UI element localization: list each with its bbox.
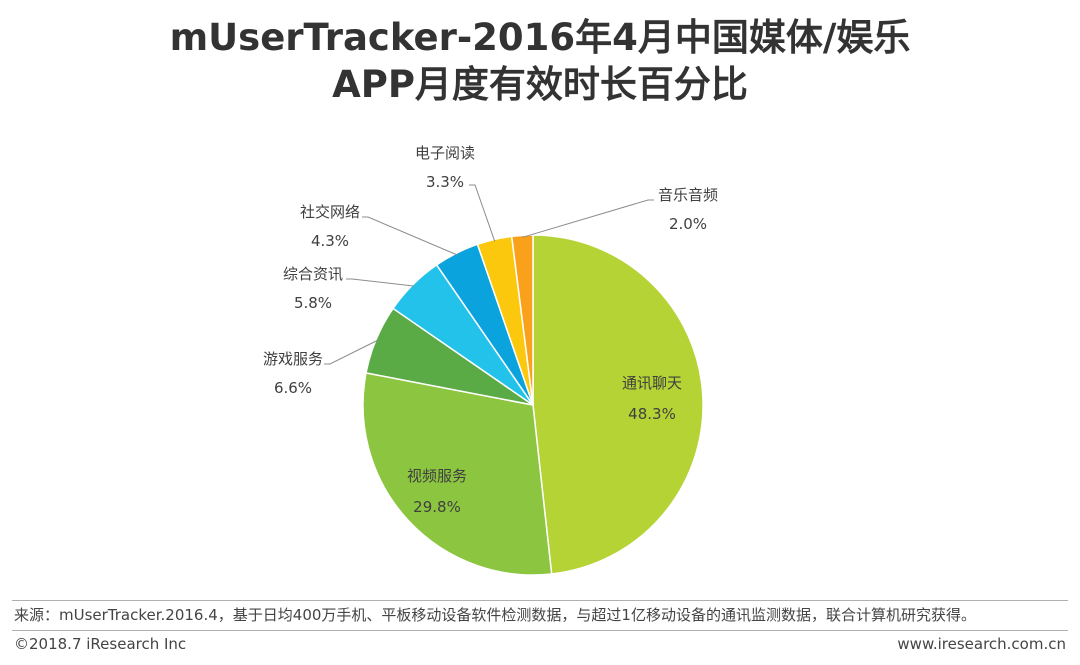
chart-title: mUserTracker-2016年4月中国媒体/娱乐 APP月度有效时长百分比 xyxy=(0,14,1080,108)
chart-title-line2: APP月度有效时长百分比 xyxy=(332,63,748,106)
leader-line-3 xyxy=(346,278,415,287)
slice-value-1: 29.8% xyxy=(413,498,461,516)
leader-line-2 xyxy=(324,339,379,365)
slice-value-6: 2.0% xyxy=(669,215,707,233)
footer-divider-bottom xyxy=(12,630,1068,631)
slice-label-4: 社交网络 xyxy=(300,203,360,221)
slice-label-5: 电子阅读 xyxy=(415,144,475,162)
slice-value-0: 48.3% xyxy=(628,405,676,423)
pie-slice-1 xyxy=(362,372,553,576)
slice-value-2: 6.6% xyxy=(274,379,312,397)
copyright-text: ©2018.7 iResearch Inc xyxy=(14,635,187,653)
slice-label-0: 通讯聊天 xyxy=(622,374,682,392)
pie-slice-6 xyxy=(510,234,534,406)
slice-value-5: 3.3% xyxy=(426,173,464,191)
website-link[interactable]: www.iresearch.com.cn xyxy=(897,635,1066,653)
slice-label-1: 视频服务 xyxy=(407,467,467,485)
pie-slice-0 xyxy=(532,234,704,575)
slice-value-3: 5.8% xyxy=(294,294,332,312)
chart-title-line1: mUserTracker-2016年4月中国媒体/娱乐 xyxy=(169,16,911,59)
slice-label-3: 综合资讯 xyxy=(283,265,343,283)
source-note: 来源：mUserTracker.2016.4，基于日均400万手机、平板移动设备… xyxy=(14,606,976,624)
footer-divider-top xyxy=(12,600,1068,601)
slice-label-2: 游戏服务 xyxy=(263,350,323,368)
pie-chart: 通讯聊天 48.3% 视频服务 29.8% 游戏服务 6.6% 综合资讯 5.8% 社交网络 4.… xyxy=(263,144,718,576)
slice-value-4: 4.3% xyxy=(311,232,349,250)
leader-line-5 xyxy=(469,184,496,242)
leader-line-6 xyxy=(522,199,654,238)
slice-label-6: 音乐音频 xyxy=(658,186,718,204)
leader-line-4 xyxy=(362,216,458,256)
